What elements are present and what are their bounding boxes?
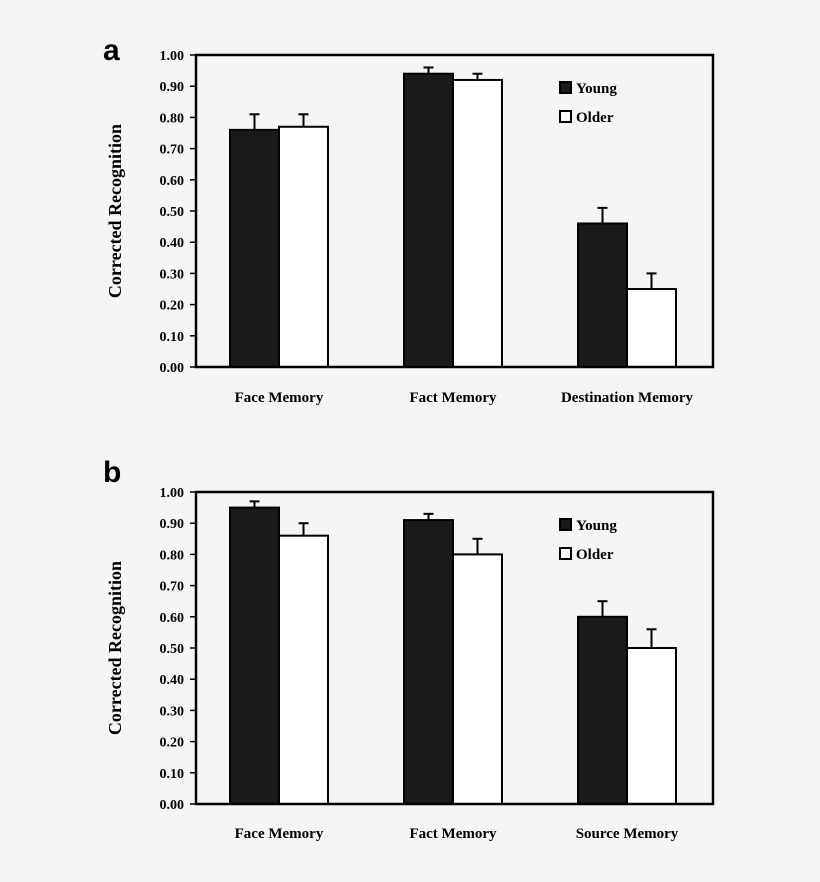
bar-young-2: [577, 615, 628, 805]
y-tick-label: 0.10: [160, 767, 185, 782]
y-tick-label: 0.00: [160, 361, 185, 376]
y-tick-label: 0.60: [160, 611, 185, 626]
bar-older-1: [452, 78, 503, 369]
panel-letter: a: [103, 34, 120, 67]
y-axis-label: Corrected Recognition: [105, 124, 125, 298]
y-tick-label: 0.30: [160, 267, 185, 282]
y-tick-label: 0.70: [160, 580, 185, 595]
y-tick-label: 0.80: [160, 548, 185, 563]
legend-label-young: Young: [576, 518, 617, 534]
y-tick-label: 0.30: [160, 704, 185, 719]
bar-older-2: [626, 288, 677, 368]
y-tick-label: 0.90: [160, 80, 185, 95]
y-axis-label: Corrected Recognition: [105, 561, 125, 735]
bar-young-0: [229, 506, 280, 805]
legend-swatch-young: [559, 81, 572, 94]
legend-swatch-young: [559, 518, 572, 531]
legend-label-young: Young: [576, 81, 617, 97]
bar-older-1: [452, 553, 503, 806]
plot-frame: [194, 53, 715, 369]
x-category-label: Fact Memory: [409, 826, 497, 842]
y-tick-label: 0.70: [160, 143, 185, 158]
x-category-label: Face Memory: [235, 826, 324, 842]
y-tick-label: 0.20: [160, 736, 185, 751]
y-tick-label: 0.20: [160, 299, 185, 314]
y-tick-label: 0.10: [160, 330, 185, 345]
y-tick-label: 0.50: [160, 205, 185, 220]
x-category-label: Fact Memory: [409, 390, 497, 406]
x-category-label: Face Memory: [235, 390, 324, 406]
bar-older-0: [278, 125, 329, 369]
panel-a: a Corrected Recognition 0.00 0.10 0.20 0.30 0.…: [103, 34, 715, 406]
plot-frame: [194, 490, 715, 806]
y-tick-label: 0.90: [160, 517, 185, 532]
panel-letter: b: [103, 456, 121, 489]
x-category-label: Destination Memory: [561, 390, 694, 406]
bar-young-2: [577, 222, 628, 368]
legend-swatch-older: [559, 547, 572, 560]
bar-young-1: [403, 72, 454, 368]
y-tick-label: 0.60: [160, 174, 185, 189]
y-tick-label: 1.00: [160, 486, 185, 501]
y-tick-label: 0.00: [160, 798, 185, 813]
y-tick-label: 1.00: [160, 49, 185, 64]
y-tick-label: 0.40: [160, 673, 185, 688]
legend-label-older: Older: [576, 110, 614, 126]
y-tick-label: 0.80: [160, 111, 185, 126]
bar-young-0: [229, 128, 280, 368]
y-tick-label: 0.50: [160, 642, 185, 657]
x-category-label: Source Memory: [576, 826, 679, 842]
legend-swatch-older: [559, 110, 572, 123]
bar-older-2: [626, 647, 677, 805]
panel-b: b Corrected Recognition 0.00 0.10 0.20 0.30 0.…: [103, 456, 715, 842]
bar-young-1: [403, 519, 454, 806]
y-tick-label: 0.40: [160, 236, 185, 251]
legend-label-older: Older: [576, 547, 614, 563]
bar-older-0: [278, 534, 329, 805]
